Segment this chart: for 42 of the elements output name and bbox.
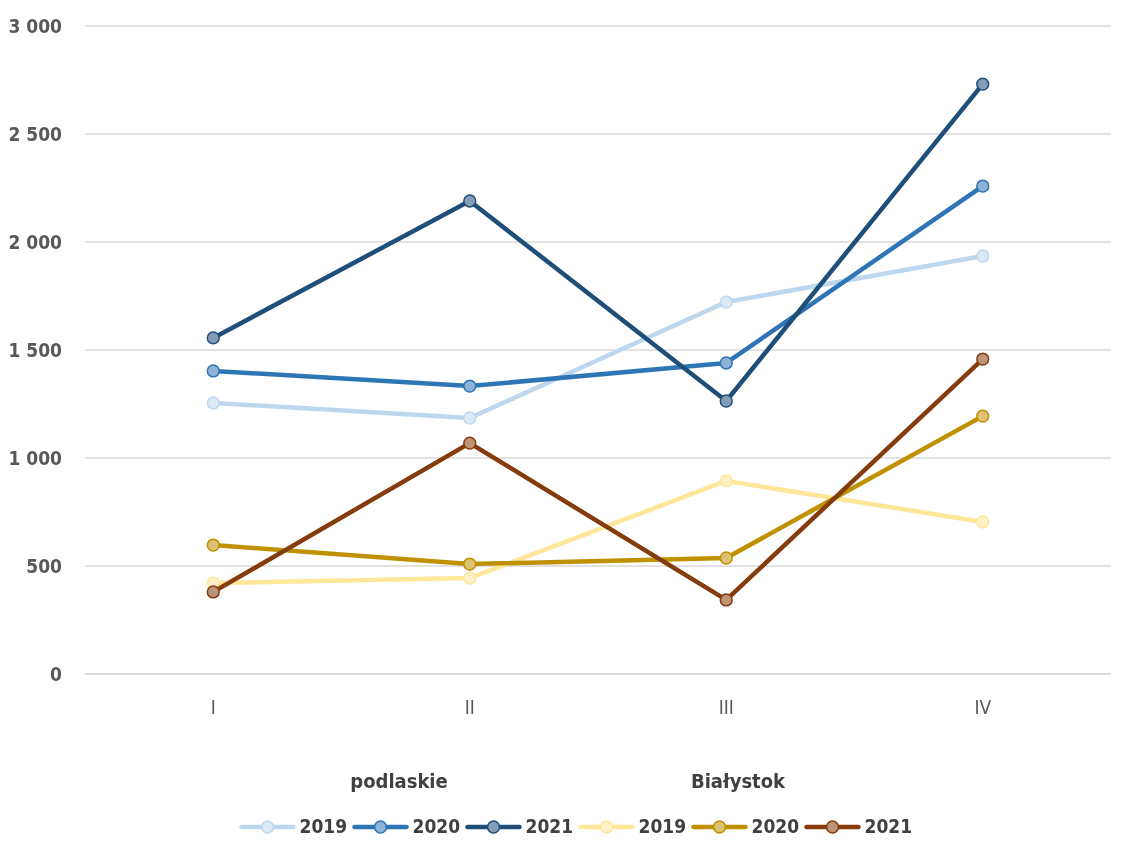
y-tick-label: 1 000 <box>8 446 63 469</box>
x-tick-label: III <box>718 696 734 718</box>
point <box>463 571 477 585</box>
x-tick-label: I <box>210 696 216 718</box>
point <box>719 474 733 488</box>
legend-label: 2020 <box>751 815 800 837</box>
point <box>206 331 220 345</box>
point <box>206 364 220 378</box>
point <box>719 394 733 408</box>
legend-label: 2021 <box>525 815 574 837</box>
text: podlaskie <box>350 769 448 793</box>
legend-label: 2019 <box>638 815 687 837</box>
y-tick-label: 0 <box>50 662 63 685</box>
point <box>976 249 990 263</box>
point <box>463 194 477 208</box>
point <box>976 77 990 91</box>
x-tick-label: IV <box>974 696 992 718</box>
point <box>976 352 990 366</box>
point <box>206 585 220 599</box>
point <box>463 411 477 425</box>
y-tick-label: 2 000 <box>8 230 63 253</box>
point <box>463 436 477 450</box>
point <box>976 409 990 423</box>
point <box>719 356 733 370</box>
legend-label: 2019 <box>299 815 348 837</box>
point <box>463 379 477 393</box>
y-tick-label: 500 <box>26 554 63 577</box>
point <box>719 551 733 565</box>
text: Białystok <box>690 769 787 793</box>
point <box>719 295 733 309</box>
y-tick-label: 3 000 <box>8 14 63 37</box>
legend-label: 2020 <box>412 815 461 837</box>
y-tick-label: 2 500 <box>8 122 63 145</box>
point <box>206 396 220 410</box>
y-tick-label: 1 500 <box>8 338 63 361</box>
point <box>719 593 733 607</box>
legend-label: 2021 <box>864 815 913 837</box>
point <box>463 557 477 571</box>
point <box>976 179 990 193</box>
point <box>976 515 990 529</box>
x-tick-label: II <box>464 696 475 718</box>
point <box>206 538 220 552</box>
